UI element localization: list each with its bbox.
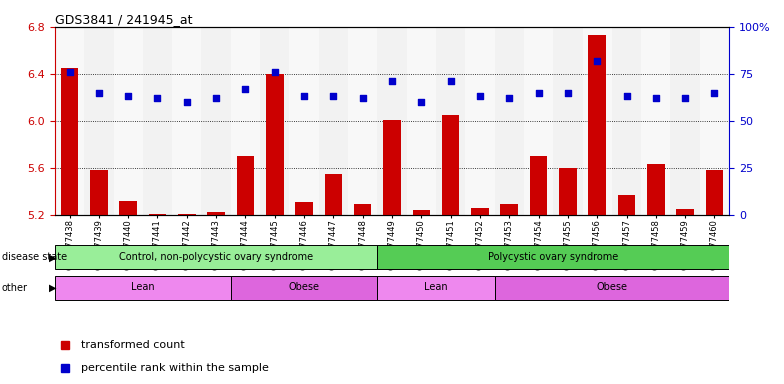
Bar <box>407 27 436 215</box>
Bar <box>266 74 284 215</box>
Bar <box>143 27 172 215</box>
Point <box>239 86 252 92</box>
Bar <box>559 168 577 215</box>
Bar <box>260 27 289 215</box>
Bar <box>589 35 606 215</box>
Bar <box>172 27 201 215</box>
Bar <box>325 174 342 215</box>
Text: disease state: disease state <box>2 252 67 262</box>
Bar <box>55 27 84 215</box>
Bar <box>55 276 230 300</box>
Text: percentile rank within the sample: percentile rank within the sample <box>81 362 268 373</box>
Bar <box>465 27 495 215</box>
Bar <box>530 156 547 215</box>
Text: Polycystic ovary syndrome: Polycystic ovary syndrome <box>488 252 619 262</box>
Bar <box>612 27 641 215</box>
Bar <box>207 212 225 215</box>
Bar <box>500 204 518 215</box>
Bar <box>524 27 554 215</box>
Bar <box>706 170 724 215</box>
Text: Control, non-polycystic ovary syndrome: Control, non-polycystic ovary syndrome <box>119 252 313 262</box>
Point <box>357 95 369 101</box>
Bar <box>377 245 729 270</box>
Bar <box>296 202 313 215</box>
Text: Lean: Lean <box>424 283 448 293</box>
Bar <box>348 27 377 215</box>
Bar <box>700 27 729 215</box>
Point <box>503 95 516 101</box>
Bar <box>670 27 700 215</box>
Bar <box>149 214 166 215</box>
Point <box>708 90 720 96</box>
Point <box>327 93 339 99</box>
Bar <box>319 27 348 215</box>
Text: Obese: Obese <box>597 283 627 293</box>
Bar <box>677 209 694 215</box>
Text: other: other <box>2 283 27 293</box>
Point <box>532 90 545 96</box>
Point <box>591 58 604 64</box>
Bar <box>618 195 635 215</box>
Bar <box>90 170 107 215</box>
Point <box>445 78 457 84</box>
Bar <box>436 27 465 215</box>
Bar <box>377 276 495 300</box>
Bar <box>289 27 319 215</box>
Text: transformed count: transformed count <box>81 340 184 350</box>
Point <box>679 95 691 101</box>
Bar <box>641 27 670 215</box>
Text: ▶: ▶ <box>49 252 56 262</box>
Point <box>298 93 310 99</box>
Bar <box>647 164 665 215</box>
Bar <box>583 27 612 215</box>
Bar <box>201 27 230 215</box>
Bar <box>383 120 401 215</box>
Bar <box>119 201 137 215</box>
Text: ▶: ▶ <box>49 283 56 293</box>
Bar <box>412 210 430 215</box>
Bar <box>495 27 524 215</box>
Point <box>93 90 105 96</box>
Bar <box>354 204 372 215</box>
Bar <box>237 156 254 215</box>
Point <box>180 99 193 105</box>
Point <box>151 95 164 101</box>
Bar <box>84 27 114 215</box>
Text: Lean: Lean <box>131 283 154 293</box>
Bar <box>495 276 729 300</box>
Bar <box>114 27 143 215</box>
Bar <box>442 115 459 215</box>
Bar <box>60 68 78 215</box>
Bar <box>55 245 377 270</box>
Point <box>268 69 281 75</box>
Point <box>474 93 486 99</box>
Text: Obese: Obese <box>289 283 320 293</box>
Text: GDS3841 / 241945_at: GDS3841 / 241945_at <box>55 13 192 26</box>
Bar <box>554 27 583 215</box>
Point <box>415 99 427 105</box>
Point <box>210 95 223 101</box>
Bar <box>178 214 195 215</box>
Point <box>620 93 633 99</box>
Bar <box>377 27 407 215</box>
Point <box>561 90 574 96</box>
Point <box>386 78 398 84</box>
Bar <box>230 276 377 300</box>
Bar <box>230 27 260 215</box>
Point <box>122 93 134 99</box>
Point <box>650 95 662 101</box>
Bar <box>471 208 488 215</box>
Point <box>64 69 76 75</box>
